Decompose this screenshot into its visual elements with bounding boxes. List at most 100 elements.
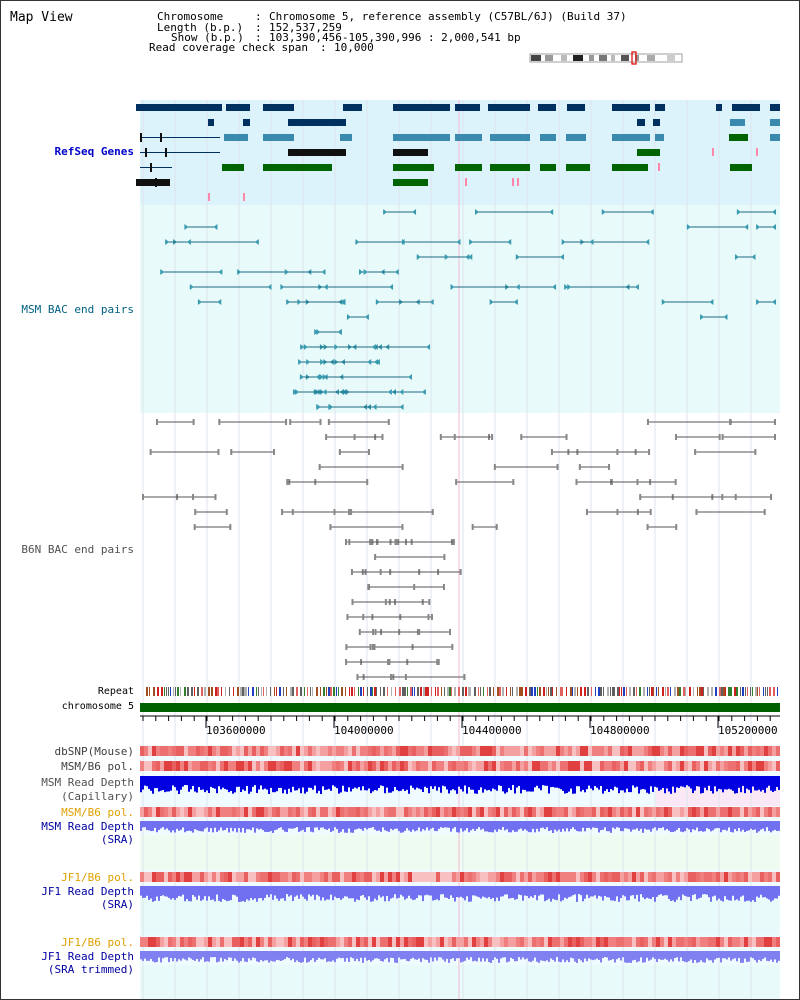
dbsnp-cell [656,746,660,756]
jf1-sra-depth-bar [414,886,416,900]
jf1-trimmed-depth-bar [336,951,338,959]
repeat-mark [777,687,778,696]
jf1-b6-pol-cell [756,937,760,947]
msm-sra-depth-bar [338,821,340,833]
repeat-mark [187,687,189,696]
msm-capillary-depth-bar [756,776,758,791]
msm-sra-depth-bar [624,821,626,829]
msm-bac-end [355,239,360,245]
msm-bac-end [189,284,194,290]
jf1-sra-depth-bar [222,886,224,899]
jf1-trimmed-depth-bar [358,951,360,962]
jf1-b6-pol-cell [288,937,292,947]
jf1-trimmed-depth-bar [284,951,286,959]
jf1-sra-depth-bar [686,886,688,897]
msm-sra-depth-bar [474,821,476,831]
jf1-b6-pol-cell [544,872,548,882]
msm-sra-depth-bar [166,821,168,829]
jf1-trimmed-depth-bar [268,951,270,963]
dbsnp-cell [308,746,312,756]
jf1-trimmed-depth-bar [394,951,396,963]
refseq-exon [165,148,167,157]
jf1-sra-depth-bar [616,886,618,897]
jf1-trimmed-depth-bar [230,951,232,958]
jf1-trimmed-depth-bar [428,951,430,963]
msm-b6-pol-cell [304,761,308,771]
msm-b6-pol-cell [612,807,616,817]
msm-bac-end [320,359,325,365]
b6n-bac-end [285,419,288,425]
msm-sra-depth-bar [468,821,470,833]
jf1-trimmed-depth-bar [512,951,514,959]
b6n-bac-end [437,659,440,665]
msm-b6-pol-cell [716,761,720,771]
msm-capillary-depth-bar [282,776,284,794]
msm-b6-pol-cell [520,807,524,817]
repeat-mark [773,687,775,696]
b6n-bac-end [495,524,498,530]
jf1-sra-depth-bar [648,886,650,899]
msm-capillary-depth-bar [390,776,392,793]
msm-sra-depth-bar [286,821,288,833]
msm-b6-pol-cell [776,761,780,771]
jf1-trimmed-depth-bar [392,951,394,959]
repeat-mark [248,687,249,696]
dbsnp-cell [492,746,496,756]
dbsnp-cell [388,746,392,756]
msm-b6-pol-cell [420,807,424,817]
msm-capillary-depth-bar [210,776,212,787]
jf1-sra-depth-bar [274,886,276,896]
jf1-trimmed-depth-bar [460,951,462,963]
jf1-sra-depth-bar [622,886,624,896]
msm-bac-end [315,374,320,380]
jf1-sra-depth-bar [718,886,720,899]
dbsnp-cell [544,746,548,756]
msm-sra-depth-bar [712,821,714,831]
msm-sra-depth-bar [380,821,382,832]
msm-sra-depth-bar [642,821,644,833]
b6n-bac-end [442,584,445,590]
jf1-b6-pol-cell [300,937,304,947]
msm-sra-depth-bar [386,821,388,832]
msm-capillary-depth-bar [152,776,154,794]
dbsnp-cell [384,746,388,756]
msm-bac-end [319,374,324,380]
dbsnp-cell [772,746,776,756]
msm-bac-end [295,389,300,395]
msm-bac-end [400,239,405,245]
msm-bac-end [298,359,303,365]
jf1-sra-depth-bar [182,886,184,895]
msm-sra-depth-bar [708,821,710,830]
msm-sra-depth-bar [700,821,702,831]
msm-capillary-depth-bar [388,776,390,793]
jf1-sra-depth-bar [422,886,424,902]
jf1-trimmed-depth-bar [302,951,304,963]
msm-b6-pol-cell [616,807,620,817]
jf1-b6-pol-cell [512,937,516,947]
jf1-sra-depth-bar [254,886,256,899]
jf1-sra-depth-bar [214,886,216,902]
msm-capillary-depth-bar [694,776,696,791]
msm-sra-depth-bar [444,821,446,828]
msm-sra-depth-bar [484,821,486,832]
jf1-trimmed-depth-bar [468,951,470,960]
jf1-sra-depth-bar [168,886,170,898]
msm-sra-depth-bar [332,821,334,831]
refseq-gene [490,134,530,141]
jf1-b6-pol-cell [220,872,224,882]
msm-sra-depth-bar [568,821,570,832]
jf1-b6-pol-cell [592,872,596,882]
chromosome-ideogram[interactable] [527,51,687,65]
msm-b6-pol-cell [616,761,620,771]
jf1-b6-pol-cell [776,937,780,947]
refseq-gene [566,134,586,141]
jf1-sra-depth-bar [248,886,250,901]
jf1-b6-pol-cell [724,872,728,882]
repeat-mark [566,687,567,696]
msm-b6-pol-cell [408,807,412,817]
msm-capillary-depth-bar [660,776,662,790]
dbsnp-cell [536,746,540,756]
msm-bac-end [416,254,421,260]
msm-sra-depth-bar [430,821,432,829]
